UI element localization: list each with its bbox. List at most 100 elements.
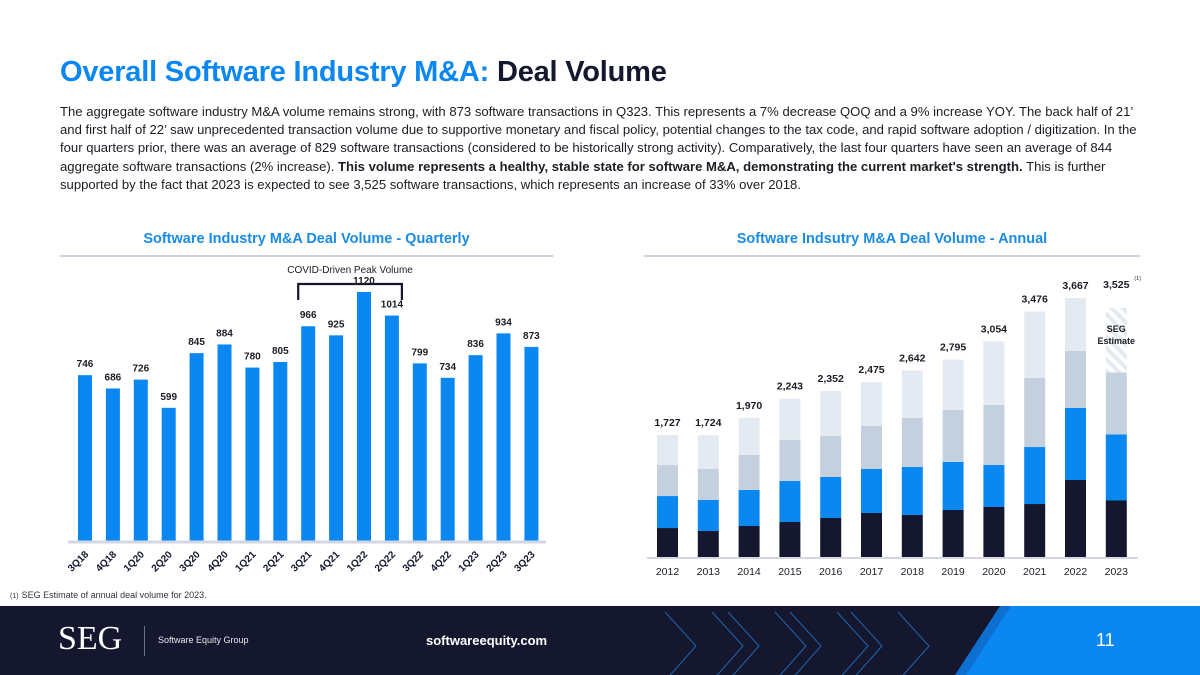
annual-tick-label: 2023 <box>1105 566 1129 578</box>
annual-segment-2012-q2 <box>657 496 678 529</box>
covid-bracket <box>297 282 403 300</box>
quarterly-tick-label: 3Q23 <box>512 549 537 574</box>
quarterly-tick-label: 3Q22 <box>401 549 426 574</box>
annual-tick-label: 2018 <box>901 566 925 578</box>
annual-segment-2022-q2 <box>1065 407 1086 481</box>
quarterly-value-label: 734 <box>439 362 456 373</box>
annual-total-label: 1,970 <box>736 400 762 412</box>
annual-segment-2018-q3 <box>901 417 923 467</box>
summary-text-bold: This volume represents a healthy, stable… <box>338 158 1023 174</box>
page-number: 11 <box>1096 630 1115 650</box>
seg-logo: SEG <box>58 620 123 657</box>
annual-segment-2017-q1 <box>861 512 882 557</box>
summary-text-2: This is further supported by the fact th… <box>60 158 1106 192</box>
quarterly-value-label: 805 <box>272 346 289 357</box>
quarterly-bar-1Q20 <box>133 379 148 541</box>
quarterly-tick-label: 4Q22 <box>429 549 454 574</box>
annual-total-label: 3,667 <box>1062 280 1088 292</box>
quarterly-bar-3Q21 <box>301 326 316 541</box>
quarterly-value-label: 726 <box>132 364 149 375</box>
annual-tick-label: 2022 <box>1064 566 1088 578</box>
annual-segment-2015-q4 <box>779 398 801 440</box>
quarterly-value-label: 1120 <box>353 276 375 287</box>
quarterly-bar-3Q22 <box>412 363 427 541</box>
annual-segment-2022-q1 <box>1065 480 1086 557</box>
quarterly-value-label: 873 <box>523 331 540 342</box>
footnote: (1) SEG Estimate of annual deal volume fo… <box>10 590 207 600</box>
quarterly-tick-label: 2Q23 <box>485 549 510 574</box>
quarterly-value-label: 799 <box>411 347 428 358</box>
annual-segment-2021-q2 <box>1024 447 1046 505</box>
footer-chevron-decoration <box>664 606 1200 675</box>
annual-tick-label: 2014 <box>737 566 761 578</box>
annual-segment-2019-q3 <box>942 409 964 462</box>
quarterly-tick-label: 3Q21 <box>289 549 314 574</box>
annual-chart-title: Software Indsutry M&A Deal Volume - Annu… <box>736 231 1048 247</box>
annual-segment-2013-q2 <box>697 500 719 532</box>
covid-annotation: COVID-Driven Peak Volume <box>287 265 413 300</box>
quarterly-bar-1Q23 <box>468 355 483 541</box>
annual-segment-2023-q1 <box>1105 500 1127 557</box>
annual-segment-2017-q2 <box>861 468 882 513</box>
annual-segment-2015-q3 <box>779 439 801 481</box>
quarterly-value-label: 836 <box>467 339 484 350</box>
quarterly-value-label: 746 <box>77 359 94 370</box>
estimate-superscript: (1) <box>1134 276 1141 282</box>
annual-segment-2018-q4 <box>901 370 923 418</box>
annual-tick-label: 2020 <box>982 566 1006 578</box>
footer: SEG Software Equity Group softwareequity… <box>0 606 1200 675</box>
annual-segment-2014-q4 <box>738 417 760 455</box>
footnote-mark: (1) <box>10 593 19 600</box>
website-link[interactable]: softwareequity.com <box>426 633 548 648</box>
quarterly-value-label: 884 <box>216 328 233 339</box>
quarterly-tick-label: 2Q20 <box>150 549 175 574</box>
quarterly-bar-2Q20 <box>161 407 176 541</box>
annual-total-label: 2,642 <box>899 352 925 364</box>
annual-segment-2020-q3 <box>983 404 1005 465</box>
annual-total-label: 2,352 <box>818 373 844 385</box>
annual-total-label: 1,727 <box>654 417 680 429</box>
annual-total-label: 1,724 <box>695 417 721 429</box>
annual-segment-2016-q1 <box>820 518 842 557</box>
annual-segment-2014-q1 <box>738 525 760 557</box>
annual-total-label: 3,054 <box>981 323 1007 335</box>
quarterly-value-label: 599 <box>160 392 177 403</box>
quarterly-tick-label: 1Q20 <box>122 549 147 574</box>
page-title: Overall Software Industry M&A: Deal Volu… <box>60 56 667 89</box>
annual-segment-2019-q2 <box>942 461 964 510</box>
annual-segment-2019-q1 <box>942 509 964 557</box>
annual-segment-2012-q4 <box>657 435 678 466</box>
annual-segment-2013-q4 <box>697 435 719 469</box>
quarterly-value-label: 1014 <box>381 300 404 311</box>
annual-segment-2023-q4 <box>1105 308 1127 373</box>
quarterly-bar-4Q18 <box>105 388 120 541</box>
annual-segment-2021-q1 <box>1024 504 1046 557</box>
annual-segment-2018-q2 <box>901 466 923 515</box>
quarterly-tick-label: 3Q20 <box>178 549 203 574</box>
page-title-main: Deal Volume <box>496 56 667 88</box>
annual-segment-2013-q3 <box>697 468 719 501</box>
summary-text-1: The aggregate software industry M&A volu… <box>60 104 1137 174</box>
annual-total-label: 2,243 <box>777 381 803 393</box>
logo-separator <box>144 626 145 656</box>
quarterly-bar-3Q20 <box>189 353 204 541</box>
seg-estimate-label: SEG <box>1107 324 1126 334</box>
quarterly-bar-1Q22 <box>357 292 371 541</box>
annual-segment-2012-q3 <box>657 465 678 497</box>
quarterly-bar-1Q21 <box>245 367 260 541</box>
annual-segment-2019-q4 <box>942 359 964 410</box>
quarterly-tick-label: 1Q21 <box>233 549 258 574</box>
company-name: Software Equity Group <box>158 635 249 645</box>
annual-tick-label: 2019 <box>941 566 965 578</box>
annual-segment-2014-q2 <box>738 489 760 526</box>
annual-segment-2017-q4 <box>861 382 882 426</box>
quarterly-value-label: 966 <box>300 310 317 321</box>
annual-total-label: 3,525 <box>1103 279 1129 291</box>
annual-tick-label: 2016 <box>819 566 843 578</box>
footnote-text: SEG Estimate of annual deal volume for 2… <box>21 590 207 600</box>
quarterly-value-label: 780 <box>244 352 261 363</box>
annual-segment-2015-q1 <box>779 521 801 557</box>
quarterly-tick-label: 3Q18 <box>66 549 91 574</box>
quarterly-bar-3Q18 <box>78 375 92 541</box>
annual-segment-2021-q4 <box>1024 311 1046 379</box>
